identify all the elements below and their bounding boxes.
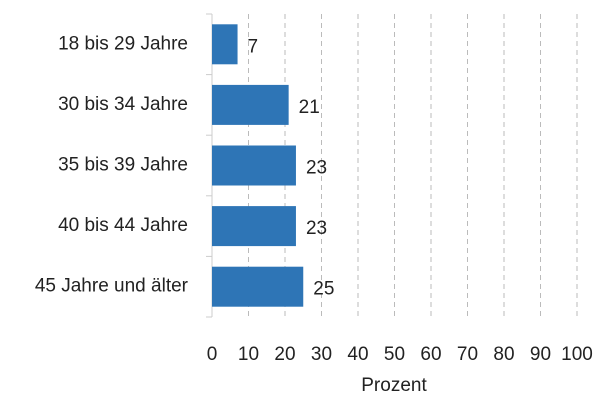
value-label: 23 bbox=[306, 158, 327, 179]
bar bbox=[212, 84, 289, 125]
x-tick-label: 70 bbox=[457, 344, 478, 365]
x-tick-label: 100 bbox=[561, 344, 593, 365]
bar bbox=[212, 24, 238, 65]
x-axis-label: Prozent bbox=[361, 375, 427, 396]
y-tick-label: 40 bis 44 Jahre bbox=[58, 215, 188, 236]
value-label: 21 bbox=[299, 97, 320, 118]
x-tick-label: 0 bbox=[207, 344, 218, 365]
x-tick-label: 30 bbox=[311, 344, 332, 365]
y-tick-label: 30 bis 34 Jahre bbox=[58, 94, 188, 115]
x-tick-label: 90 bbox=[530, 344, 551, 365]
x-tick-label: 10 bbox=[238, 344, 259, 365]
bar bbox=[212, 206, 296, 247]
y-tick-label: 45 Jahre und älter bbox=[35, 276, 189, 297]
value-label: 7 bbox=[248, 36, 259, 57]
x-tick-label: 80 bbox=[493, 344, 514, 365]
value-label: 23 bbox=[306, 218, 327, 239]
x-tick-label: 40 bbox=[347, 344, 368, 365]
bar bbox=[212, 145, 296, 186]
y-tick-label: 35 bis 39 Jahre bbox=[58, 155, 188, 176]
value-label: 25 bbox=[313, 279, 334, 300]
y-tick-label: 18 bis 29 Jahre bbox=[58, 33, 188, 54]
x-tick-label: 20 bbox=[274, 344, 295, 365]
x-tick-label: 60 bbox=[420, 344, 441, 365]
bar bbox=[212, 266, 304, 307]
x-tick-label: 50 bbox=[384, 344, 405, 365]
